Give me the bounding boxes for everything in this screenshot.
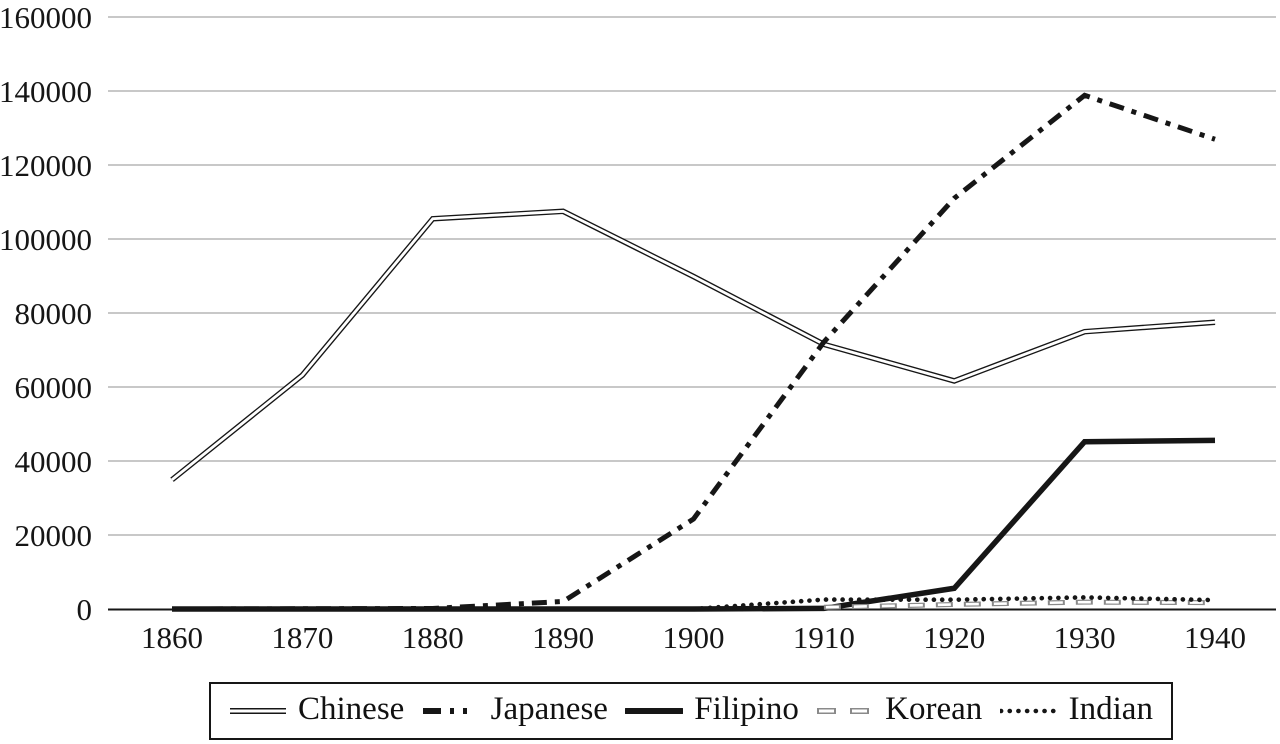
legend-label-chinese: Chinese [298,691,405,727]
x-tick-label: 1870 [271,620,333,655]
legend-label-indian: Indian [1068,691,1153,727]
legend-label-filipino: Filipino [694,691,799,727]
series-line-filipino [172,437,1216,612]
legend-label-japanese: Japanese [490,691,608,727]
x-tick-label: 1860 [141,620,203,655]
legend-label-korean: Korean [885,691,983,727]
legend-item-chinese: Chinese [229,693,404,729]
x-tick-label: 1940 [1184,620,1246,655]
y-tick-label: 0 [77,592,93,627]
y-tick-label: 160000 [0,0,92,35]
y-tick-label: 100000 [0,222,92,257]
x-tick-label: 1910 [793,620,855,655]
x-tick-label: 1890 [532,620,594,655]
x-tick-label: 1920 [923,620,985,655]
x-tick-label: 1900 [663,620,725,655]
legend-line-chinese-icon [230,708,286,714]
series-line-chinese-inner [171,209,1216,481]
legend-line-indian-icon [999,708,1058,714]
y-tick-label: 120000 [0,148,92,183]
series-line-korean-inner [823,600,1216,609]
series-line-japanese [171,92,1216,612]
legend-line-filipino-icon [625,708,684,714]
y-tick-label: 80000 [15,296,93,331]
legend-item-filipino: Filipino [625,693,799,729]
line-chart: 0 20000 40000 60000 80000 100000 120000 140000 1… [0,0,1276,655]
legend-line-korean-icon [817,708,874,714]
legend-item-indian: Indian [999,691,1153,729]
y-tick-label: 20000 [15,518,93,553]
legend-item-korean: Korean [816,693,982,729]
y-tick-label: 40000 [15,444,93,479]
x-tick-label: 1930 [1054,620,1116,655]
y-tick-label: 60000 [15,370,93,405]
y-tick-label: 140000 [0,74,92,109]
legend-item-japanese: Japanese [422,693,608,729]
x-tick-label: 1880 [402,620,464,655]
legend: Chinese Japanese Filipino Korean Indian [209,682,1173,740]
legend-line-japanese-icon [422,708,479,714]
